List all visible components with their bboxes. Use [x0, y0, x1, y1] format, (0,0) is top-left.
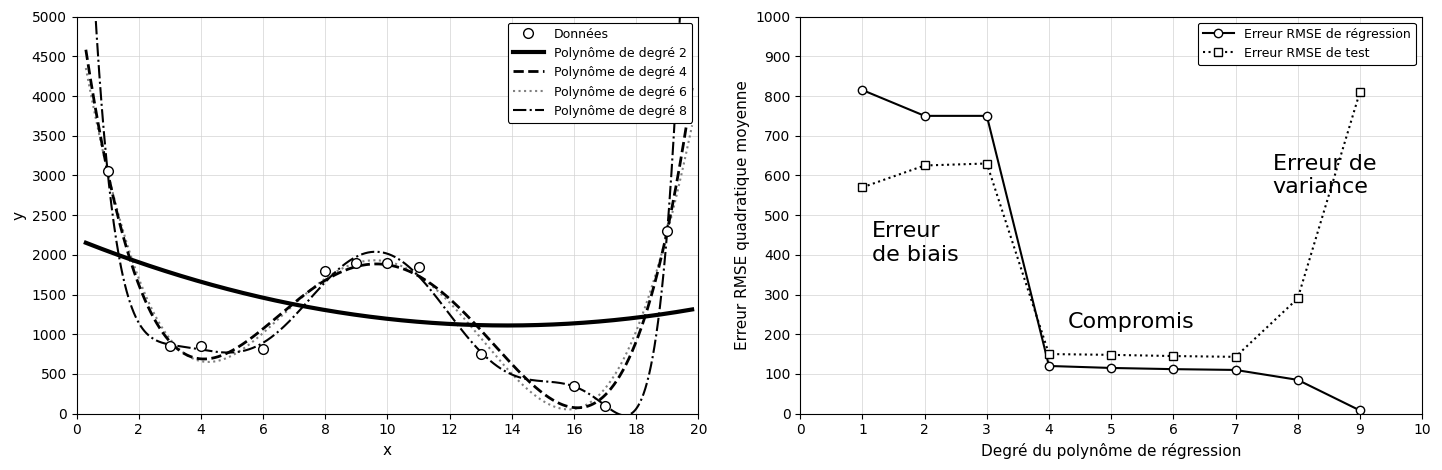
Données [659, 228, 676, 234]
Polynôme de degré 4 [138, 303, 156, 309]
Legend: Données, Polynôme de degré 2, Polynôme de degré 4, Polynôme de degré 6, Polynôme: Données, Polynôme de degré 2, Polynôme d… [508, 23, 692, 123]
Text: Compromis: Compromis [1067, 312, 1194, 332]
Polynôme de degré 6 [78, 65, 95, 71]
Polynôme de degré 4 [549, 400, 567, 406]
Erreur RMSE de test [978, 161, 995, 166]
Erreur RMSE de test [1289, 296, 1306, 301]
Polynôme de degré 4 [568, 405, 585, 411]
Text: Erreur
de biais: Erreur de biais [872, 221, 959, 265]
Y-axis label: Erreur RMSE quadratique moyenne: Erreur RMSE quadratique moyenne [735, 80, 750, 350]
Line: Polynôme de degré 2: Polynôme de degré 2 [87, 243, 692, 325]
Polynôme de degré 2 [499, 322, 516, 328]
Legend: Erreur RMSE de régression, Erreur RMSE de test: Erreur RMSE de régression, Erreur RMSE d… [1198, 23, 1416, 65]
Données [410, 264, 427, 269]
Polynôme de degré 8 [549, 380, 567, 385]
Erreur RMSE de test [1103, 352, 1120, 358]
Données [317, 268, 335, 274]
X-axis label: x: x [384, 443, 392, 458]
Données [565, 383, 583, 389]
Polynôme de degré 4 [78, 47, 95, 53]
Polynôme de degré 4 [345, 265, 362, 270]
Polynôme de degré 6 [138, 298, 156, 303]
Erreur RMSE de régression [1227, 367, 1244, 373]
Polynôme de degré 2 [323, 308, 340, 314]
Erreur RMSE de régression [916, 113, 933, 119]
Données [472, 351, 489, 357]
X-axis label: Degré du polynôme de régression: Degré du polynôme de régression [981, 443, 1242, 459]
Erreur RMSE de test [1227, 354, 1244, 360]
Polynôme de degré 4 [323, 274, 340, 280]
Polynôme de degré 8 [616, 413, 633, 418]
Données [254, 345, 271, 351]
Erreur RMSE de régression [854, 87, 871, 93]
Polynôme de degré 2 [551, 321, 568, 327]
Données [162, 343, 179, 349]
Line: Polynôme de degré 6: Polynôme de degré 6 [87, 68, 692, 409]
Polynôme de degré 4 [493, 351, 510, 356]
Polynôme de degré 8 [561, 382, 578, 388]
Line: Données: Données [102, 166, 672, 410]
Polynôme de degré 4 [684, 85, 701, 91]
Polynôme de degré 6 [493, 360, 510, 366]
Erreur RMSE de régression [1103, 365, 1120, 371]
Polynôme de degré 8 [323, 274, 340, 279]
Polynôme de degré 2 [345, 312, 362, 317]
Line: Erreur RMSE de test: Erreur RMSE de test [858, 88, 1364, 361]
Polynôme de degré 8 [138, 332, 156, 337]
Polynôme de degré 6 [549, 405, 567, 411]
Y-axis label: y: y [12, 211, 26, 219]
Line: Erreur RMSE de régression: Erreur RMSE de régression [858, 86, 1364, 415]
Polynôme de degré 2 [138, 262, 156, 268]
Text: Erreur de
variance: Erreur de variance [1273, 154, 1376, 197]
Polynôme de degré 6 [684, 123, 701, 128]
Polynôme de degré 4 [561, 404, 578, 410]
Polynôme de degré 2 [493, 322, 510, 328]
Polynôme de degré 2 [561, 321, 578, 327]
Données [192, 343, 209, 349]
Polynôme de degré 8 [493, 367, 510, 372]
Données [379, 260, 397, 266]
Line: Polynôme de degré 8: Polynôme de degré 8 [87, 0, 692, 415]
Données [348, 260, 365, 266]
Erreur RMSE de régression [978, 113, 995, 119]
Polynôme de degré 6 [323, 272, 340, 278]
Polynôme de degré 6 [345, 261, 362, 267]
Données [99, 169, 117, 174]
Erreur RMSE de régression [1351, 407, 1368, 413]
Erreur RMSE de test [916, 163, 933, 168]
Erreur RMSE de régression [1040, 363, 1057, 369]
Erreur RMSE de test [1040, 351, 1057, 357]
Line: Polynôme de degré 4: Polynôme de degré 4 [87, 50, 692, 408]
Polynôme de degré 8 [345, 256, 362, 261]
Erreur RMSE de régression [1165, 366, 1182, 372]
Polynôme de degré 6 [561, 407, 578, 412]
Polynôme de degré 2 [78, 240, 95, 246]
Erreur RMSE de test [1165, 353, 1182, 359]
Erreur RMSE de test [854, 185, 871, 190]
Erreur RMSE de régression [1289, 377, 1306, 383]
Erreur RMSE de test [1351, 89, 1368, 95]
Données [597, 403, 614, 408]
Polynôme de degré 6 [561, 407, 578, 412]
Polynôme de degré 2 [684, 306, 701, 312]
